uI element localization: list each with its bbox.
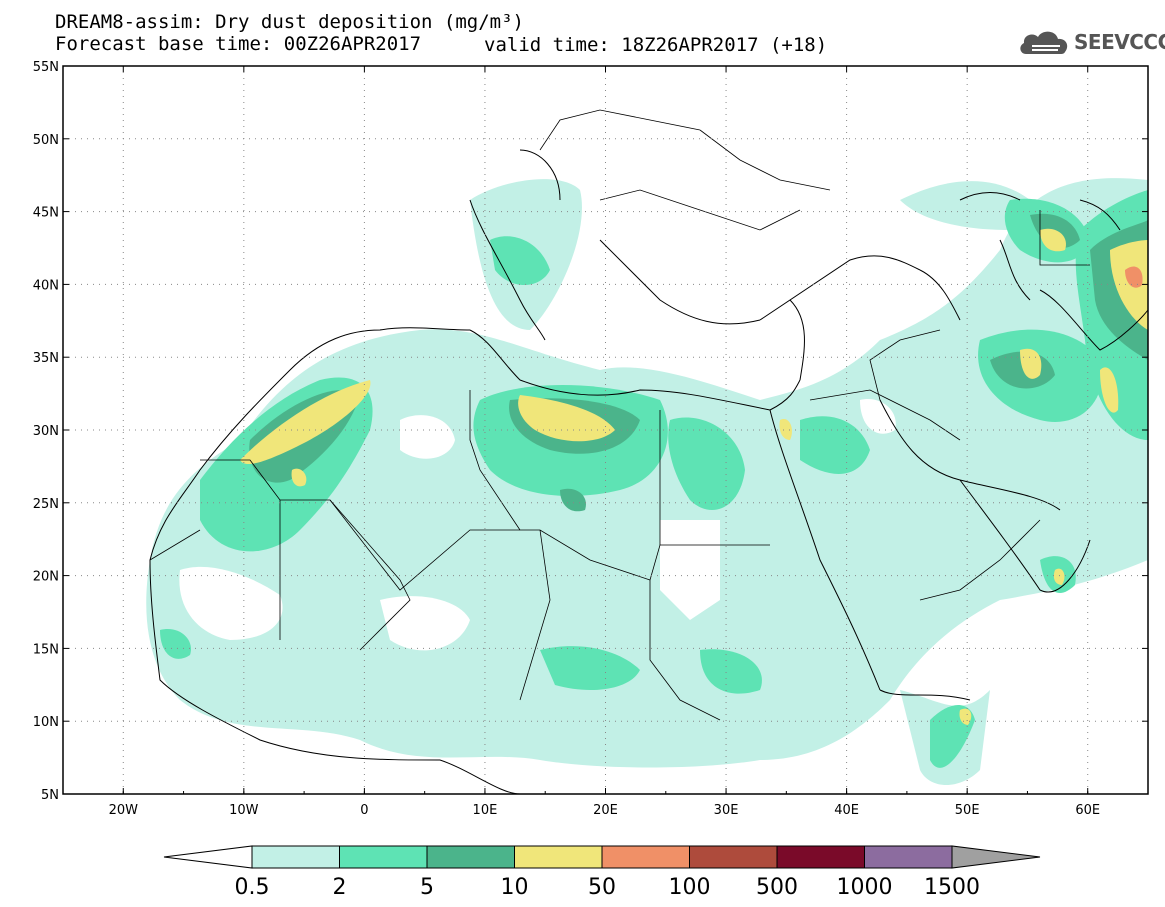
lat-label: 30N (33, 424, 59, 439)
dust-field-10 (240, 228, 1148, 725)
lon-label: 30E (714, 803, 739, 818)
lon-label: 60E (1075, 803, 1100, 818)
colorbar-label: 5 (420, 875, 434, 900)
colorbar-lower-extension (163, 845, 253, 869)
lat-label: 50N (33, 133, 59, 148)
colorbar-label: 2 (333, 875, 347, 900)
latitude-labels: 55N 50N 45N 40N 35N 30N 25N 20N 15N 10N 5N (33, 60, 59, 803)
lat-label: 35N (33, 351, 59, 366)
colorbar-label: 500 (756, 875, 798, 900)
map-panel (63, 66, 1148, 794)
lon-label: 20W (109, 803, 139, 818)
lat-label: 5N (41, 788, 59, 803)
lat-label: 10N (33, 715, 59, 730)
lat-label: 15N (33, 642, 59, 657)
lat-label: 40N (33, 278, 59, 293)
axis-ticks (62, 65, 1149, 795)
lat-label: 45N (33, 206, 59, 221)
map-grid (63, 66, 1148, 794)
longitude-labels: 20W 10W 0 10E 20E 30E 40E 50E 60E (109, 803, 1101, 818)
coastlines (149, 149, 1148, 794)
lon-label: 20E (593, 803, 618, 818)
forecast-base-time: Forecast base time: 00Z26APR2017 (55, 33, 422, 55)
lon-label: 40E (834, 803, 859, 818)
colorbar-label: 100 (669, 875, 711, 900)
colorbar-label: 1000 (837, 875, 893, 900)
colorbar-label: 50 (588, 875, 616, 900)
colorbar-segment (339, 845, 428, 869)
colorbar-upper-extension (951, 845, 1041, 869)
logo-text: SEEVCCC (1074, 30, 1165, 54)
lon-label: 10W (229, 803, 259, 818)
country-borders (149, 109, 1090, 721)
colorbar-segment (601, 845, 690, 869)
lon-label: 0 (360, 803, 368, 818)
lon-label: 10E (473, 803, 498, 818)
colorbar-segment (426, 845, 515, 869)
colorbar-segment (514, 845, 603, 869)
colorbar-label: 0.5 (235, 875, 270, 900)
colorbar-segment (689, 845, 778, 869)
lon-label: 50E (955, 803, 980, 818)
lat-label: 20N (33, 570, 59, 585)
valid-time: valid time: 18Z26APR2017 (+18) (484, 34, 828, 56)
colorbar-segment (776, 845, 865, 869)
colorbar-segment (864, 845, 953, 869)
colorbar-labels: 0.5 2 5 10 50 100 500 1000 1500 (235, 875, 981, 900)
lat-label: 25N (33, 497, 59, 512)
colorbar-label: 10 (501, 875, 529, 900)
colorbar-label: 1500 (924, 875, 980, 900)
colorbar-segment (251, 845, 340, 869)
map-title: DREAM8-assim: Dry dust deposition (mg/m³… (55, 11, 524, 33)
colorbar (163, 845, 1041, 869)
dust-field-50 (1125, 266, 1143, 288)
cloud-logo-icon (1020, 31, 1068, 54)
lat-label: 55N (33, 60, 59, 75)
